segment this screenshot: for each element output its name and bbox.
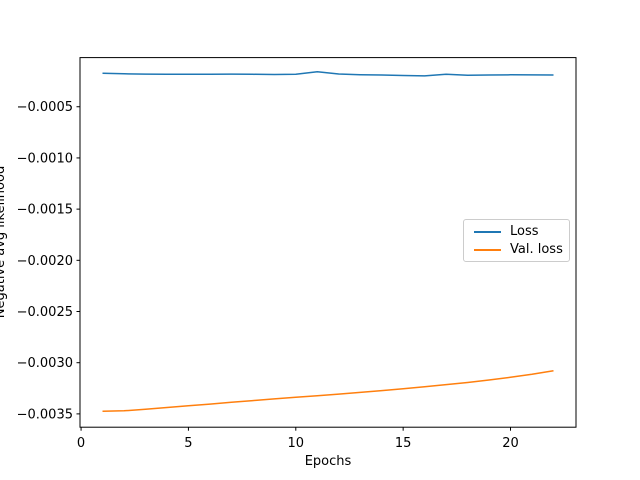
loss-line-swatch xyxy=(474,230,501,233)
x-tick-label: 15 xyxy=(395,436,412,451)
x-tick-label: 5 xyxy=(184,436,192,451)
legend: Loss Val. loss xyxy=(463,219,570,262)
x-tick-label: 20 xyxy=(502,436,519,451)
legend-item-val-loss: Val. loss xyxy=(474,241,569,258)
loss-line xyxy=(102,71,554,77)
val-loss-line-swatch xyxy=(474,248,501,251)
val-loss-line xyxy=(102,369,554,413)
x-tick-label: 10 xyxy=(288,436,305,451)
y-tick-label: −0.0010 xyxy=(17,151,73,166)
y-tick-label: −0.0020 xyxy=(17,254,73,269)
legend-label-loss: Loss xyxy=(510,224,539,239)
y-tick-label: −0.0005 xyxy=(17,100,73,115)
y-tick-label: −0.0030 xyxy=(17,356,73,371)
y-tick-label: −0.0035 xyxy=(17,407,73,422)
data-lines xyxy=(102,71,554,413)
y-tick-label: −0.0025 xyxy=(17,305,73,320)
axis-ticks: 0 5 10 15 20 −0.0005 −0.0010 −0.0015 −0.0020 −0.0… xyxy=(17,100,519,451)
y-tick-label: −0.0015 xyxy=(17,203,73,218)
y-axis-label: Negative avg likelihood xyxy=(0,166,8,318)
legend-item-loss: Loss xyxy=(474,223,569,240)
legend-label-val-loss: Val. loss xyxy=(510,242,563,257)
x-tick-label: 0 xyxy=(77,436,85,451)
x-axis-label: Epochs xyxy=(305,454,352,469)
